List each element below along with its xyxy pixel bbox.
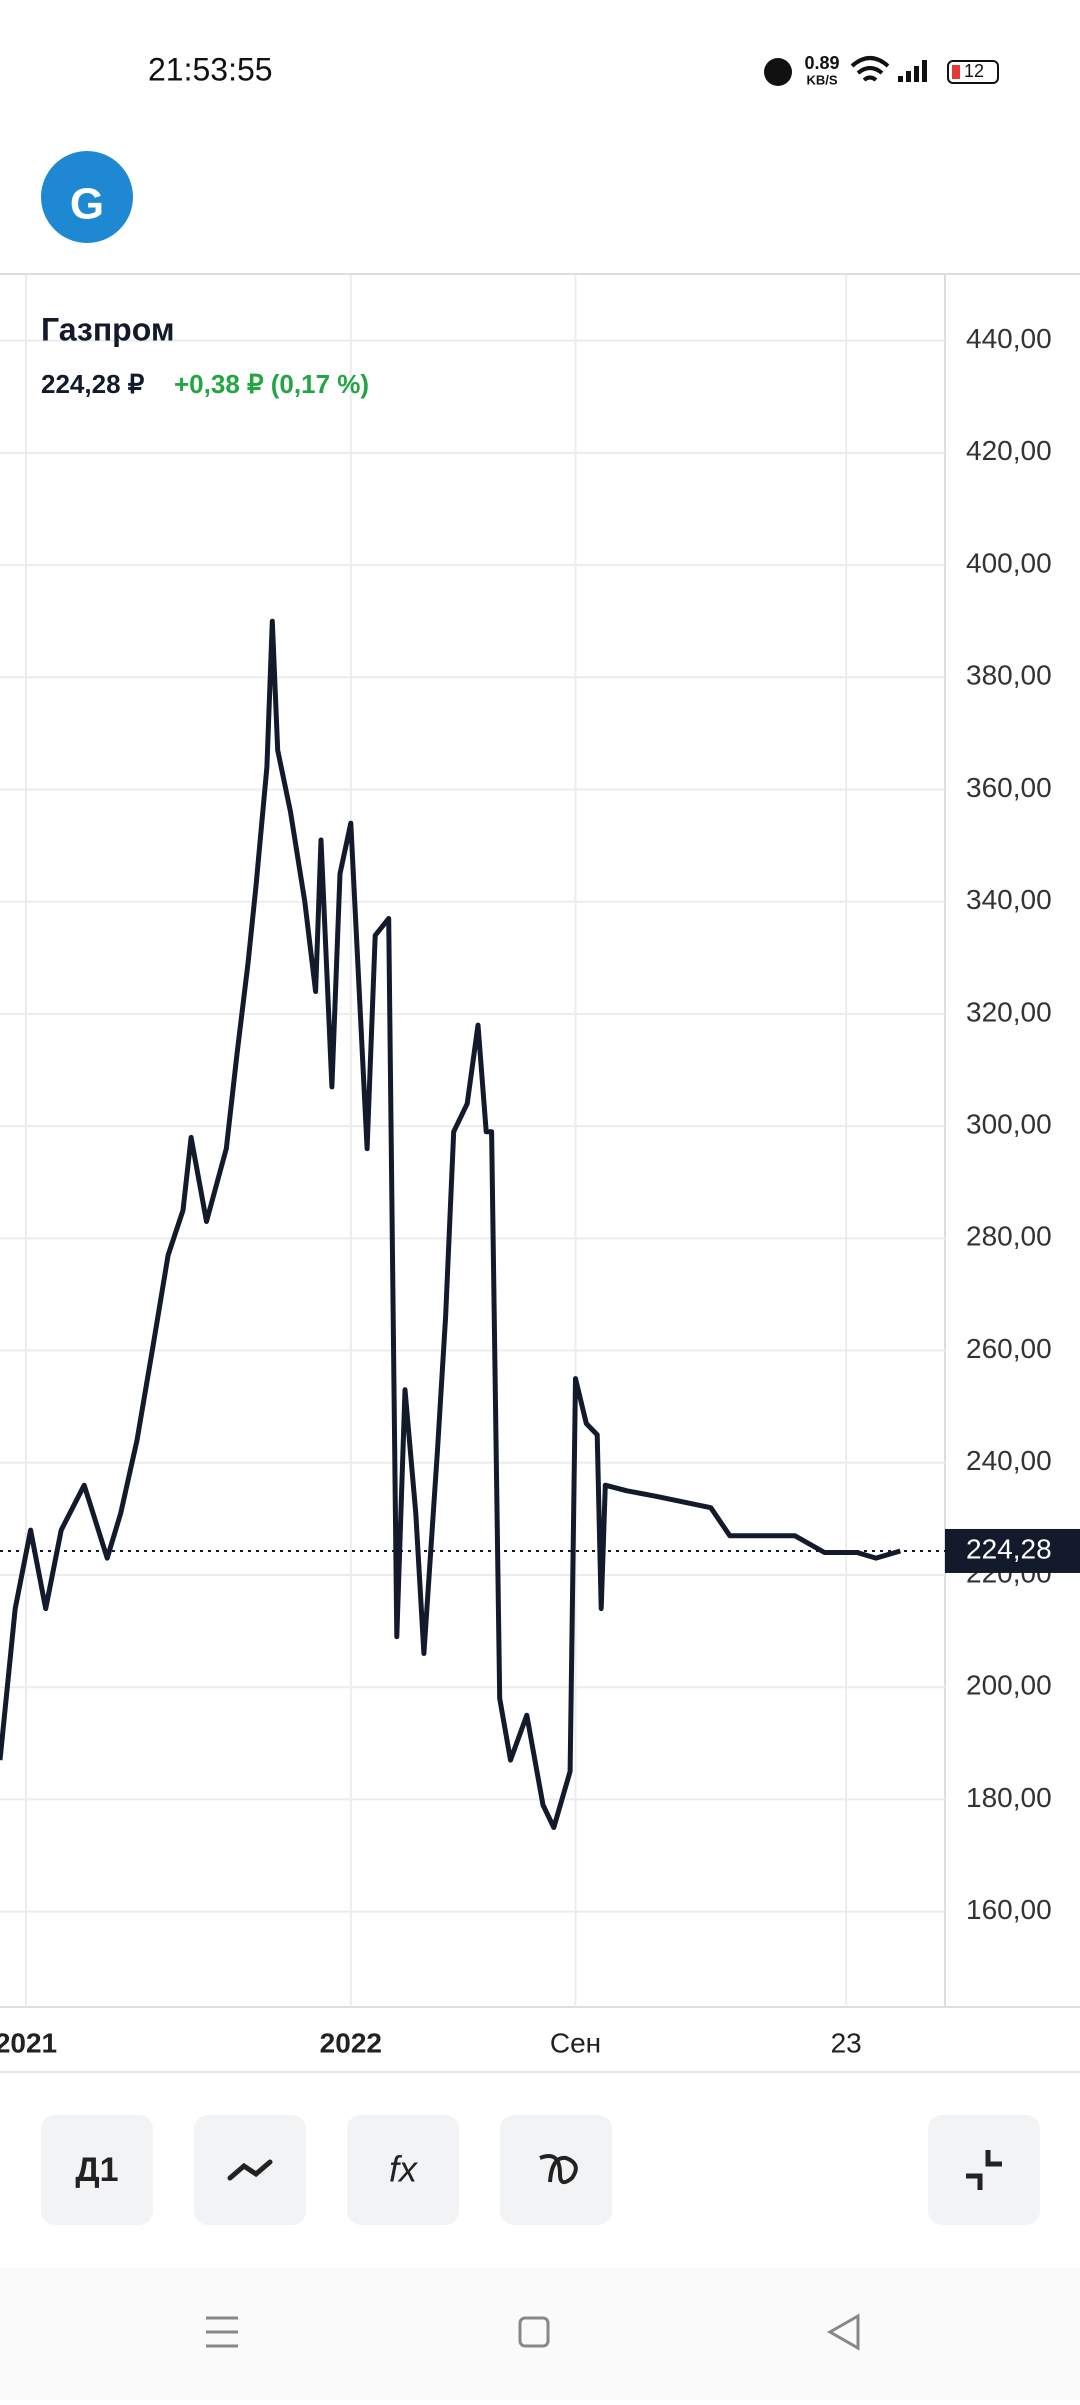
menu-nav[interactable]: [206, 2316, 238, 2348]
wifi-icon: [850, 56, 890, 82]
draw-icon: [539, 2154, 578, 2185]
net-speed: 0.89: [804, 53, 839, 73]
y-tick-label: 360,00: [966, 772, 1052, 803]
y-tick-label: 380,00: [966, 660, 1052, 691]
line-icon: [227, 2159, 273, 2181]
toolbar: Д1 fx: [41, 2115, 1040, 2225]
y-tick-label: 240,00: [966, 1445, 1052, 1476]
home-nav[interactable]: [518, 2316, 550, 2348]
y-tick-label: 160,00: [966, 1894, 1052, 1925]
y-tick-label: 440,00: [966, 323, 1052, 354]
clock: 21:53:55: [148, 51, 273, 87]
last-price-label: 224,28: [966, 1533, 1052, 1564]
y-tick-label: 340,00: [966, 884, 1052, 915]
collapse-icon: [966, 2150, 1002, 2190]
x-tick-label: Сен: [550, 2027, 601, 2058]
logo-letter: G: [70, 180, 104, 229]
gazprom-logo[interactable]: [41, 151, 133, 243]
y-tick-label: 200,00: [966, 1670, 1052, 1701]
x-tick-label: 2021: [0, 2027, 57, 2058]
y-tick-label: 420,00: [966, 435, 1052, 466]
y-tick-label: 280,00: [966, 1221, 1052, 1252]
price-line: [0, 618, 902, 1830]
indicators-button[interactable]: [347, 2115, 459, 2225]
y-tick-label: 260,00: [966, 1333, 1052, 1364]
last-price-box: [945, 1528, 1080, 1573]
ticker-price: 224,28 ₽: [41, 369, 145, 399]
net-speed-unit: KB/S: [806, 72, 837, 87]
ticker-change: +0,38 ₽ (0,17 %): [174, 369, 369, 399]
alarm-icon: [764, 58, 792, 86]
chart: 160,00180,00200,00220,00240,00260,00280,…: [0, 275, 1080, 2058]
fx-icon: fx: [389, 2149, 419, 2190]
y-tick-label: 320,00: [966, 996, 1052, 1027]
x-tick-label: 23: [831, 2027, 862, 2058]
battery-icon: [947, 60, 999, 84]
ticker-name: Газпром: [41, 311, 174, 347]
interval-button[interactable]: [41, 2115, 153, 2225]
x-tick-label: 2022: [320, 2027, 382, 2058]
y-tick-label: 400,00: [966, 547, 1052, 578]
back-nav[interactable]: [826, 2313, 860, 2351]
nav-bar: [0, 2268, 1080, 2400]
battery-percent: 12: [964, 61, 984, 81]
battery-level: [952, 65, 960, 79]
signal-icon: [898, 60, 927, 82]
draw-button[interactable]: [500, 2115, 612, 2225]
y-tick-label: 300,00: [966, 1109, 1052, 1140]
y-tick-label: 180,00: [966, 1782, 1052, 1813]
interval-label: Д1: [75, 2151, 118, 2189]
collapse-button[interactable]: [928, 2115, 1040, 2225]
